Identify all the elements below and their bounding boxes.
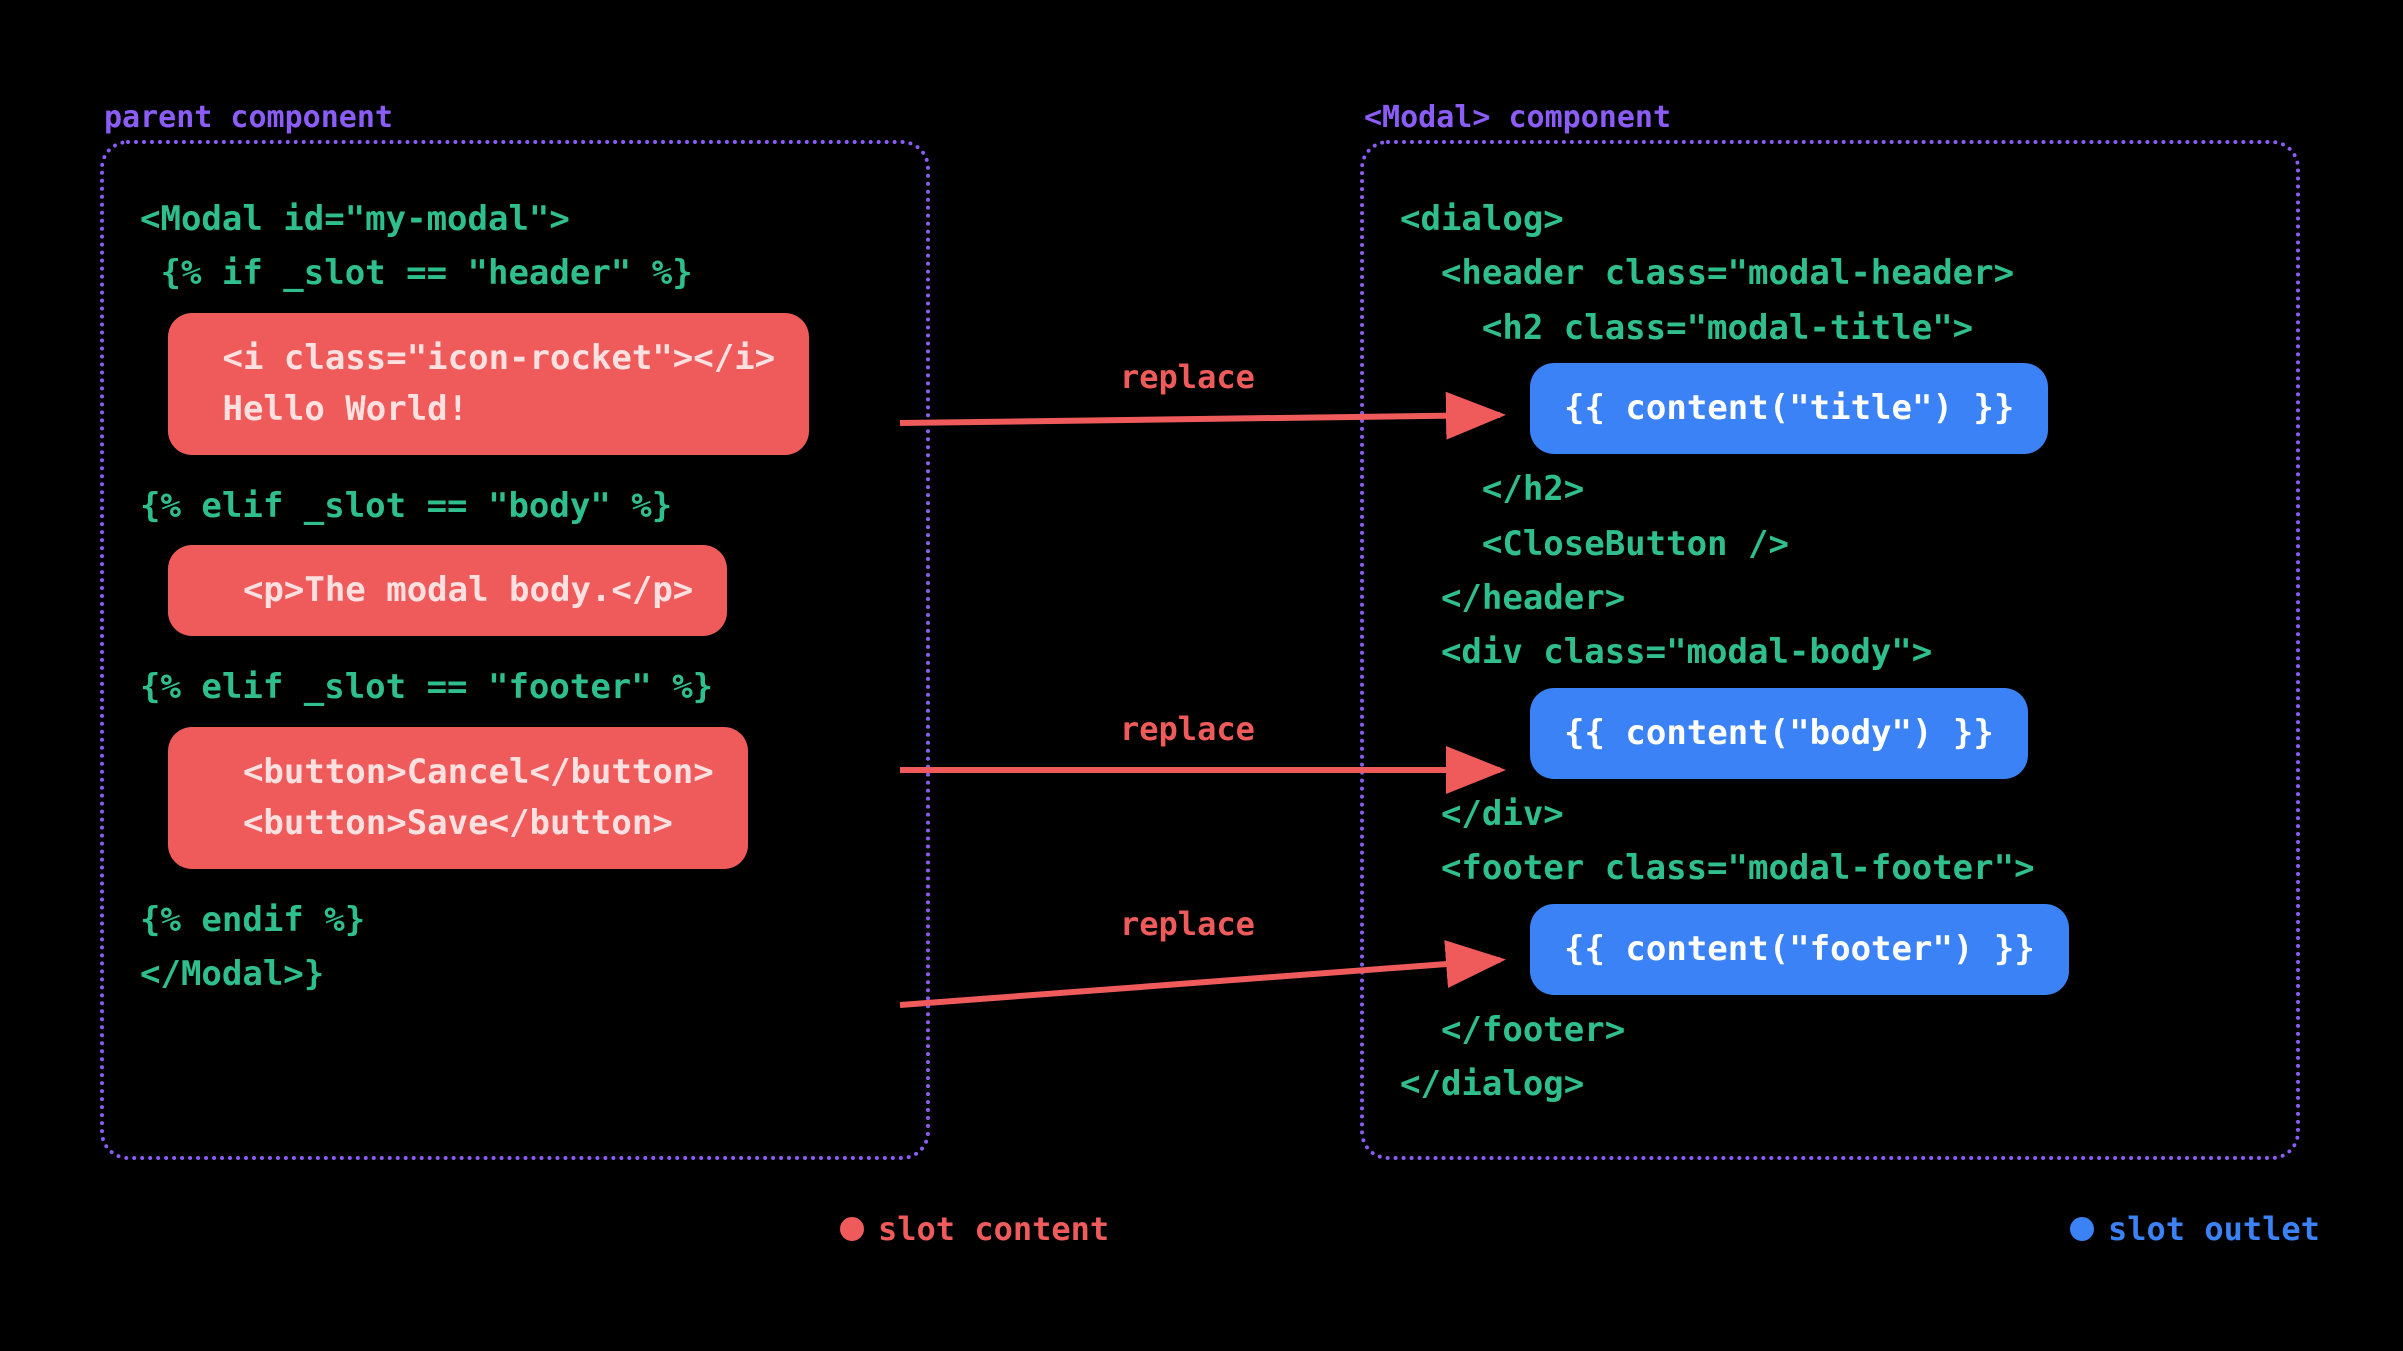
legend-dot-blue-icon — [2070, 1217, 2094, 1241]
code-line: {% if _slot == "header" %} — [140, 246, 890, 300]
code-line: </h2> — [1400, 462, 2260, 516]
code-line: {% endif %} — [140, 893, 890, 947]
modal-code-block: <dialog> <header class="modal-header> <h… — [1400, 192, 2260, 1111]
legend-slot-content: slot content — [840, 1210, 1109, 1248]
slot-content-header: <i class="icon-rocket"></i> Hello World! — [168, 313, 809, 455]
code-line: <CloseButton /> — [1400, 517, 2260, 571]
legend-dot-red-icon — [840, 1217, 864, 1241]
code-line: </Modal>} — [140, 947, 890, 1001]
legend-slot-outlet: slot outlet — [2070, 1210, 2320, 1248]
slot-outlet-body: {{ content("body") }} — [1530, 688, 2028, 779]
legend-left-text: slot content — [878, 1210, 1109, 1248]
arrow-label: replace — [1120, 358, 1255, 396]
code-line: </div> — [1400, 787, 2260, 841]
code-line: <h2 class="modal-title"> — [1400, 301, 2260, 355]
slot-outlet-footer: {{ content("footer") }} — [1530, 904, 2069, 995]
code-line: {% elif _slot == "footer" %} — [140, 660, 890, 714]
slot-content-body: <p>The modal body.</p> — [168, 545, 727, 636]
parent-panel-label: parent component — [104, 100, 393, 135]
code-line: <header class="modal-header> — [1400, 246, 2260, 300]
code-line: <dialog> — [1400, 192, 2260, 246]
code-line: </header> — [1400, 571, 2260, 625]
code-line: <Modal id="my-modal"> — [140, 192, 890, 246]
modal-component-panel: <Modal> component <dialog> <header class… — [1360, 140, 2300, 1160]
arrow-label: replace — [1120, 905, 1255, 943]
parent-component-panel: parent component <Modal id="my-modal"> {… — [100, 140, 930, 1160]
legend-right-text: slot outlet — [2108, 1210, 2320, 1248]
code-line: </footer> — [1400, 1003, 2260, 1057]
modal-panel-label: <Modal> component — [1364, 100, 1671, 135]
slot-content-footer: <button>Cancel</button> <button>Save</bu… — [168, 727, 748, 869]
code-line: <div class="modal-body"> — [1400, 625, 2260, 679]
code-line: {% elif _slot == "body" %} — [140, 479, 890, 533]
slot-outlet-title: {{ content("title") }} — [1530, 363, 2048, 454]
arrow-label: replace — [1120, 710, 1255, 748]
parent-code-block: <Modal id="my-modal"> {% if _slot == "he… — [140, 192, 890, 1001]
code-line: </dialog> — [1400, 1057, 2260, 1111]
code-line: <footer class="modal-footer"> — [1400, 841, 2260, 895]
